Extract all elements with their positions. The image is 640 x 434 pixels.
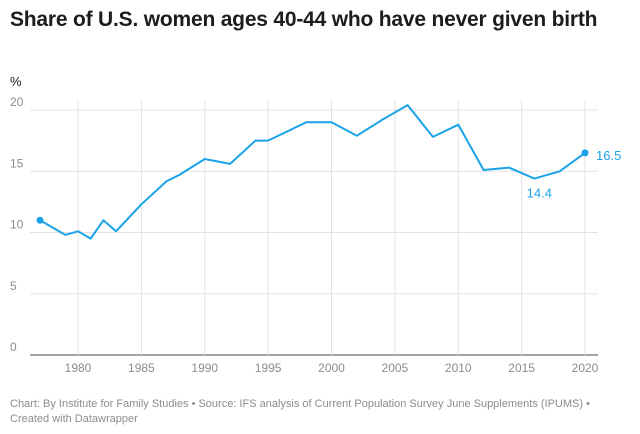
series-line (39, 104, 586, 240)
x-tick-label: 1995 (255, 361, 282, 375)
y-tick-labels: 0 5 10 15 20 (10, 95, 24, 354)
y-tick-label: 0 (10, 340, 17, 354)
y-axis-label: % (10, 74, 22, 89)
x-tick-label: 2015 (508, 361, 535, 375)
start-point (36, 216, 44, 224)
data-label: 16.5 (596, 148, 621, 163)
line-chart: % 0 5 10 15 20 1980 1985 1990 1995 2000 2005 2010 2… (10, 74, 622, 375)
chart-footer: Chart: By Institute for Family Studies •… (10, 398, 590, 425)
x-tick-label: 1980 (65, 361, 92, 375)
x-tick-label: 1985 (128, 361, 155, 375)
x-tick-label: 2005 (382, 361, 409, 375)
x-tick-label: 2000 (318, 361, 345, 375)
y-tick-label: 10 (10, 218, 24, 232)
y-tick-label: 20 (10, 95, 24, 109)
x-tick-label: 2010 (445, 361, 472, 375)
series-layer (36, 104, 589, 240)
data-label: 14.4 (527, 186, 552, 201)
x-tick-labels: 1980 1985 1990 1995 2000 2005 2010 2015 2020 (65, 361, 599, 375)
x-tick-label: 1990 (191, 361, 218, 375)
annotations: 14.4 16.5 (527, 148, 622, 201)
y-tick-label: 5 (10, 279, 17, 293)
x-tick-label: 2020 (572, 361, 599, 375)
end-point (581, 149, 589, 157)
gridlines (30, 100, 598, 356)
y-tick-label: 15 (10, 156, 24, 170)
chart-title: Share of U.S. women ages 40-44 who have … (10, 8, 598, 31)
